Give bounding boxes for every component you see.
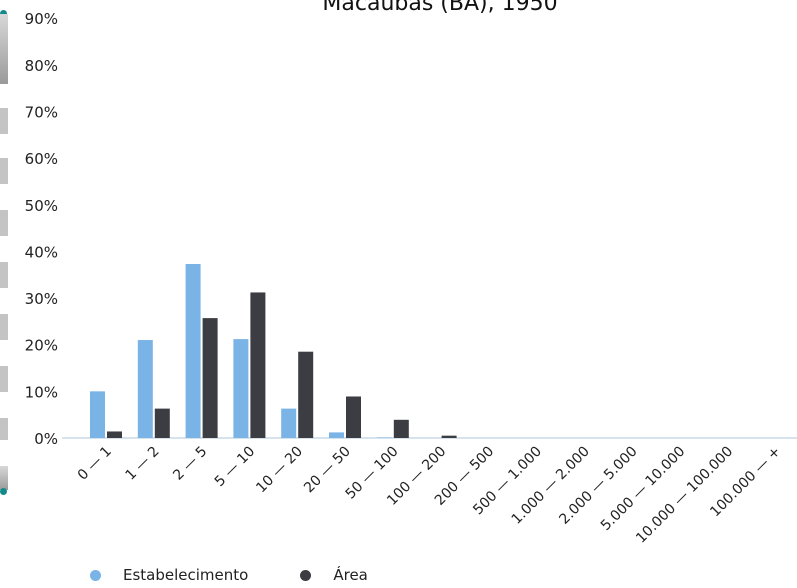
- y-tick-label: 60%: [25, 150, 58, 168]
- bar-area[interactable]: [441, 435, 457, 438]
- y-tick-label: 30%: [25, 290, 58, 308]
- x-tick-label: 10 — 20: [253, 444, 306, 497]
- legend-item-establecimento[interactable]: Estabelecimento: [90, 566, 248, 584]
- bar-area[interactable]: [393, 419, 409, 438]
- legend-marker-icon: [300, 569, 312, 581]
- legend-marker-icon: [90, 569, 101, 581]
- scrollbar-segment: [0, 158, 8, 184]
- bar-area[interactable]: [202, 318, 218, 438]
- x-tick-label: 1 — 2: [123, 444, 163, 484]
- bar-area[interactable]: [107, 431, 122, 438]
- y-tick-label: 70%: [25, 103, 58, 121]
- scrollbar-thumb[interactable]: [0, 14, 8, 84]
- scrollbar-segment: [0, 314, 8, 340]
- bar-area[interactable]: [298, 351, 314, 438]
- legend-label: Área: [333, 566, 368, 584]
- bars-group: [90, 263, 457, 438]
- x-tick-label: 2 — 5: [170, 444, 210, 484]
- scrollbar-segment: [0, 108, 8, 134]
- bar-estabelecimento[interactable]: [233, 339, 249, 438]
- scrollbar-bottom-handle-icon[interactable]: [0, 488, 7, 495]
- x-tick-label: 5 — 10: [212, 444, 258, 490]
- legend-item-area[interactable]: Área: [300, 566, 368, 584]
- scrollbar-segment: [0, 210, 8, 236]
- scrollbar-top-handle-icon[interactable]: [0, 10, 7, 17]
- legend-label: Estabelecimento: [123, 566, 249, 584]
- bar-estabelecimento[interactable]: [137, 340, 153, 438]
- y-axis-ticks: 0% 10% 20% 30% 40% 50% 60% 70% 80% 90%: [25, 10, 58, 448]
- bar-estabelecimento[interactable]: [185, 263, 201, 438]
- y-tick-label: 50%: [25, 197, 58, 215]
- bar-estabelecimento[interactable]: [281, 408, 297, 438]
- scrollbar-segment: [0, 418, 8, 440]
- y-tick-label: 80%: [25, 57, 58, 75]
- bar-area[interactable]: [346, 396, 361, 438]
- y-tick-label: 40%: [25, 243, 58, 261]
- y-tick-label: 10%: [25, 383, 58, 401]
- y-tick-label: 0%: [34, 430, 58, 448]
- scrollbar-segment: [0, 262, 8, 288]
- y-tick-label: 20%: [25, 337, 58, 355]
- legend: Estabelecimento Área: [90, 566, 420, 584]
- chart-title: Macaúbas (BA), 1950: [322, 0, 557, 16]
- bar-estabelecimento[interactable]: [329, 432, 344, 438]
- bar-area[interactable]: [154, 408, 170, 438]
- scrollbar-bottom-thumb[interactable]: [0, 466, 8, 490]
- x-tick-label: 5.000 — 10.000: [598, 444, 688, 534]
- scrollbar-segment: [0, 366, 8, 392]
- bar-estabelecimento[interactable]: [90, 391, 105, 438]
- y-tick-label: 90%: [25, 10, 58, 28]
- scrollbar-strip[interactable]: [0, 0, 8, 588]
- x-tick-label: 0 — 1: [75, 444, 115, 484]
- bar-area[interactable]: [250, 292, 266, 438]
